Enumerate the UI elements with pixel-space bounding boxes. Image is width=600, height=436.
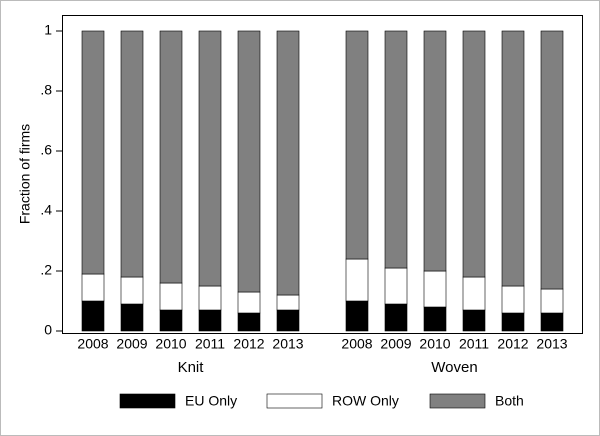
x-tick-label: 2013 [536,336,567,352]
y-tick-label: .6 [40,142,52,158]
legend-swatch [266,393,323,409]
bar-segment [81,30,105,275]
x-tick-label: 2008 [341,336,372,352]
y-axis-label: Fraction of firms [17,124,33,224]
legend-label: Both [495,393,524,409]
bar-segment [345,30,369,260]
bar-segment [540,288,564,314]
x-tick-label: 2011 [195,336,225,352]
bar-segment [345,258,369,302]
legend-label: ROW Only [332,393,399,409]
bar-segment [120,276,144,305]
bar-segment [501,30,525,287]
bar-segment [120,303,144,332]
bar-segment [237,291,261,314]
bar-segment [384,30,408,269]
y-tick-label: 1 [44,22,52,38]
bar-segment [501,312,525,332]
bar-segment [237,312,261,332]
x-tick-label: 2009 [116,336,147,352]
bar-segment [423,270,447,308]
bar-segment [159,282,183,311]
bar-segment [462,309,486,332]
y-tick-label: 0 [44,322,52,338]
plot-frame [62,15,583,334]
legend-label: EU Only [185,393,237,409]
y-tick-label: .2 [40,262,52,278]
bar-segment [345,300,369,332]
legend-swatch [119,393,176,409]
x-tick-label: 2013 [272,336,303,352]
x-tick-label: 2012 [497,336,528,352]
bar-segment [501,285,525,314]
bar-segment [159,30,183,284]
bar-segment [237,30,261,293]
bar-segment [540,30,564,290]
legend-swatch [429,393,486,409]
y-tick-label: .4 [40,202,52,218]
group-label: Woven [431,359,477,376]
bar-segment [198,285,222,311]
bar-segment [159,309,183,332]
x-tick-label: 2012 [233,336,264,352]
bar-segment [423,30,447,272]
bar-segment [462,276,486,311]
bar-segment [120,30,144,278]
x-tick-label: 2009 [380,336,411,352]
x-tick-label: 2008 [77,336,108,352]
bar-segment [462,30,486,278]
group-label: Knit [178,359,205,376]
bar-segment [276,309,300,332]
bar-segment [81,273,105,302]
x-tick-label: 2010 [419,336,450,352]
bar-segment [81,300,105,332]
x-tick-label: 2011 [459,336,489,352]
bar-segment [198,30,222,287]
bar-segment [423,306,447,332]
bar-segment [276,294,300,311]
x-tick-label: 2010 [155,336,186,352]
y-tick-label: .8 [40,82,52,98]
bar-segment [384,267,408,305]
bar-segment [384,303,408,332]
bar-segment [198,309,222,332]
bar-segment [540,312,564,332]
bar-segment [276,30,300,296]
